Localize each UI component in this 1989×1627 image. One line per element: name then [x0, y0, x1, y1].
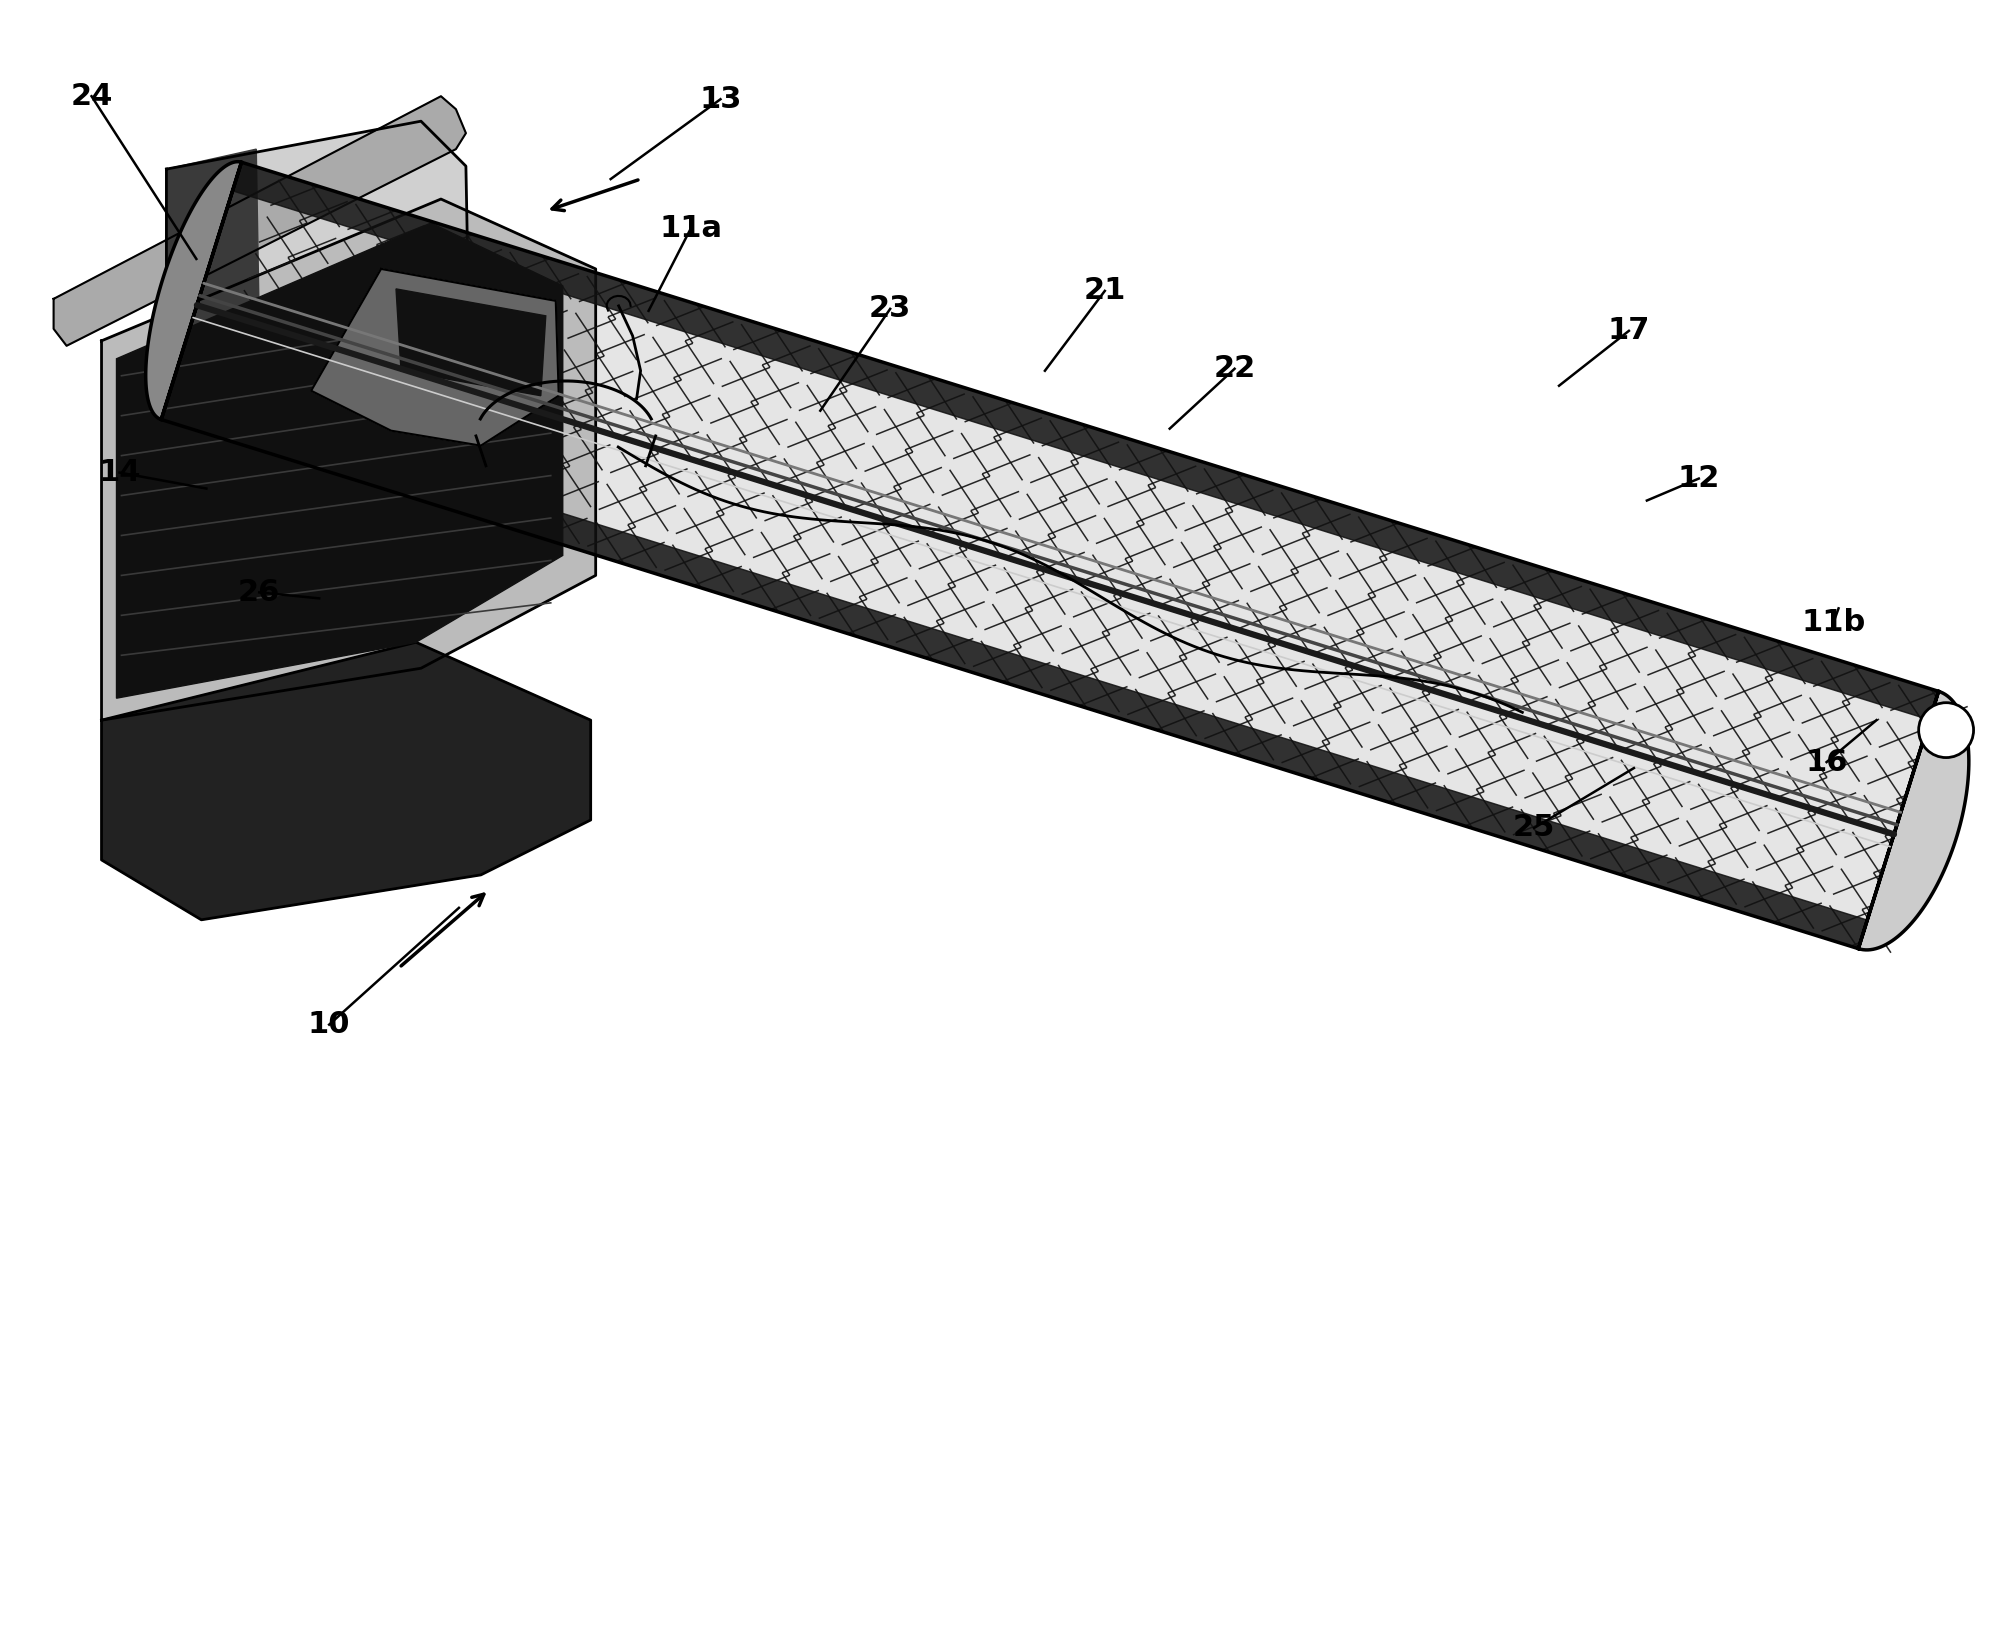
- Text: 21: 21: [1084, 277, 1126, 306]
- Text: 12: 12: [1677, 464, 1720, 493]
- Text: 17: 17: [1607, 316, 1651, 345]
- Text: 11a: 11a: [658, 215, 722, 244]
- Polygon shape: [161, 163, 1939, 949]
- Text: 22: 22: [1213, 355, 1255, 384]
- Polygon shape: [233, 163, 1939, 719]
- Polygon shape: [54, 96, 465, 347]
- Polygon shape: [101, 643, 591, 919]
- Text: 26: 26: [239, 578, 280, 607]
- Text: 16: 16: [1806, 747, 1848, 776]
- Text: 14: 14: [97, 459, 141, 486]
- Polygon shape: [161, 390, 1868, 949]
- Polygon shape: [396, 290, 545, 395]
- Ellipse shape: [1919, 703, 1973, 758]
- Text: 13: 13: [700, 85, 742, 114]
- Text: 23: 23: [869, 294, 911, 324]
- Polygon shape: [101, 198, 595, 721]
- Polygon shape: [145, 161, 241, 420]
- Polygon shape: [310, 268, 559, 446]
- Polygon shape: [167, 120, 471, 558]
- Text: 25: 25: [1514, 814, 1555, 843]
- Polygon shape: [1858, 691, 1969, 950]
- Text: 24: 24: [70, 81, 113, 111]
- Polygon shape: [167, 150, 261, 480]
- Polygon shape: [117, 223, 563, 698]
- Text: 10: 10: [308, 1010, 350, 1040]
- Text: 11b: 11b: [1802, 608, 1866, 636]
